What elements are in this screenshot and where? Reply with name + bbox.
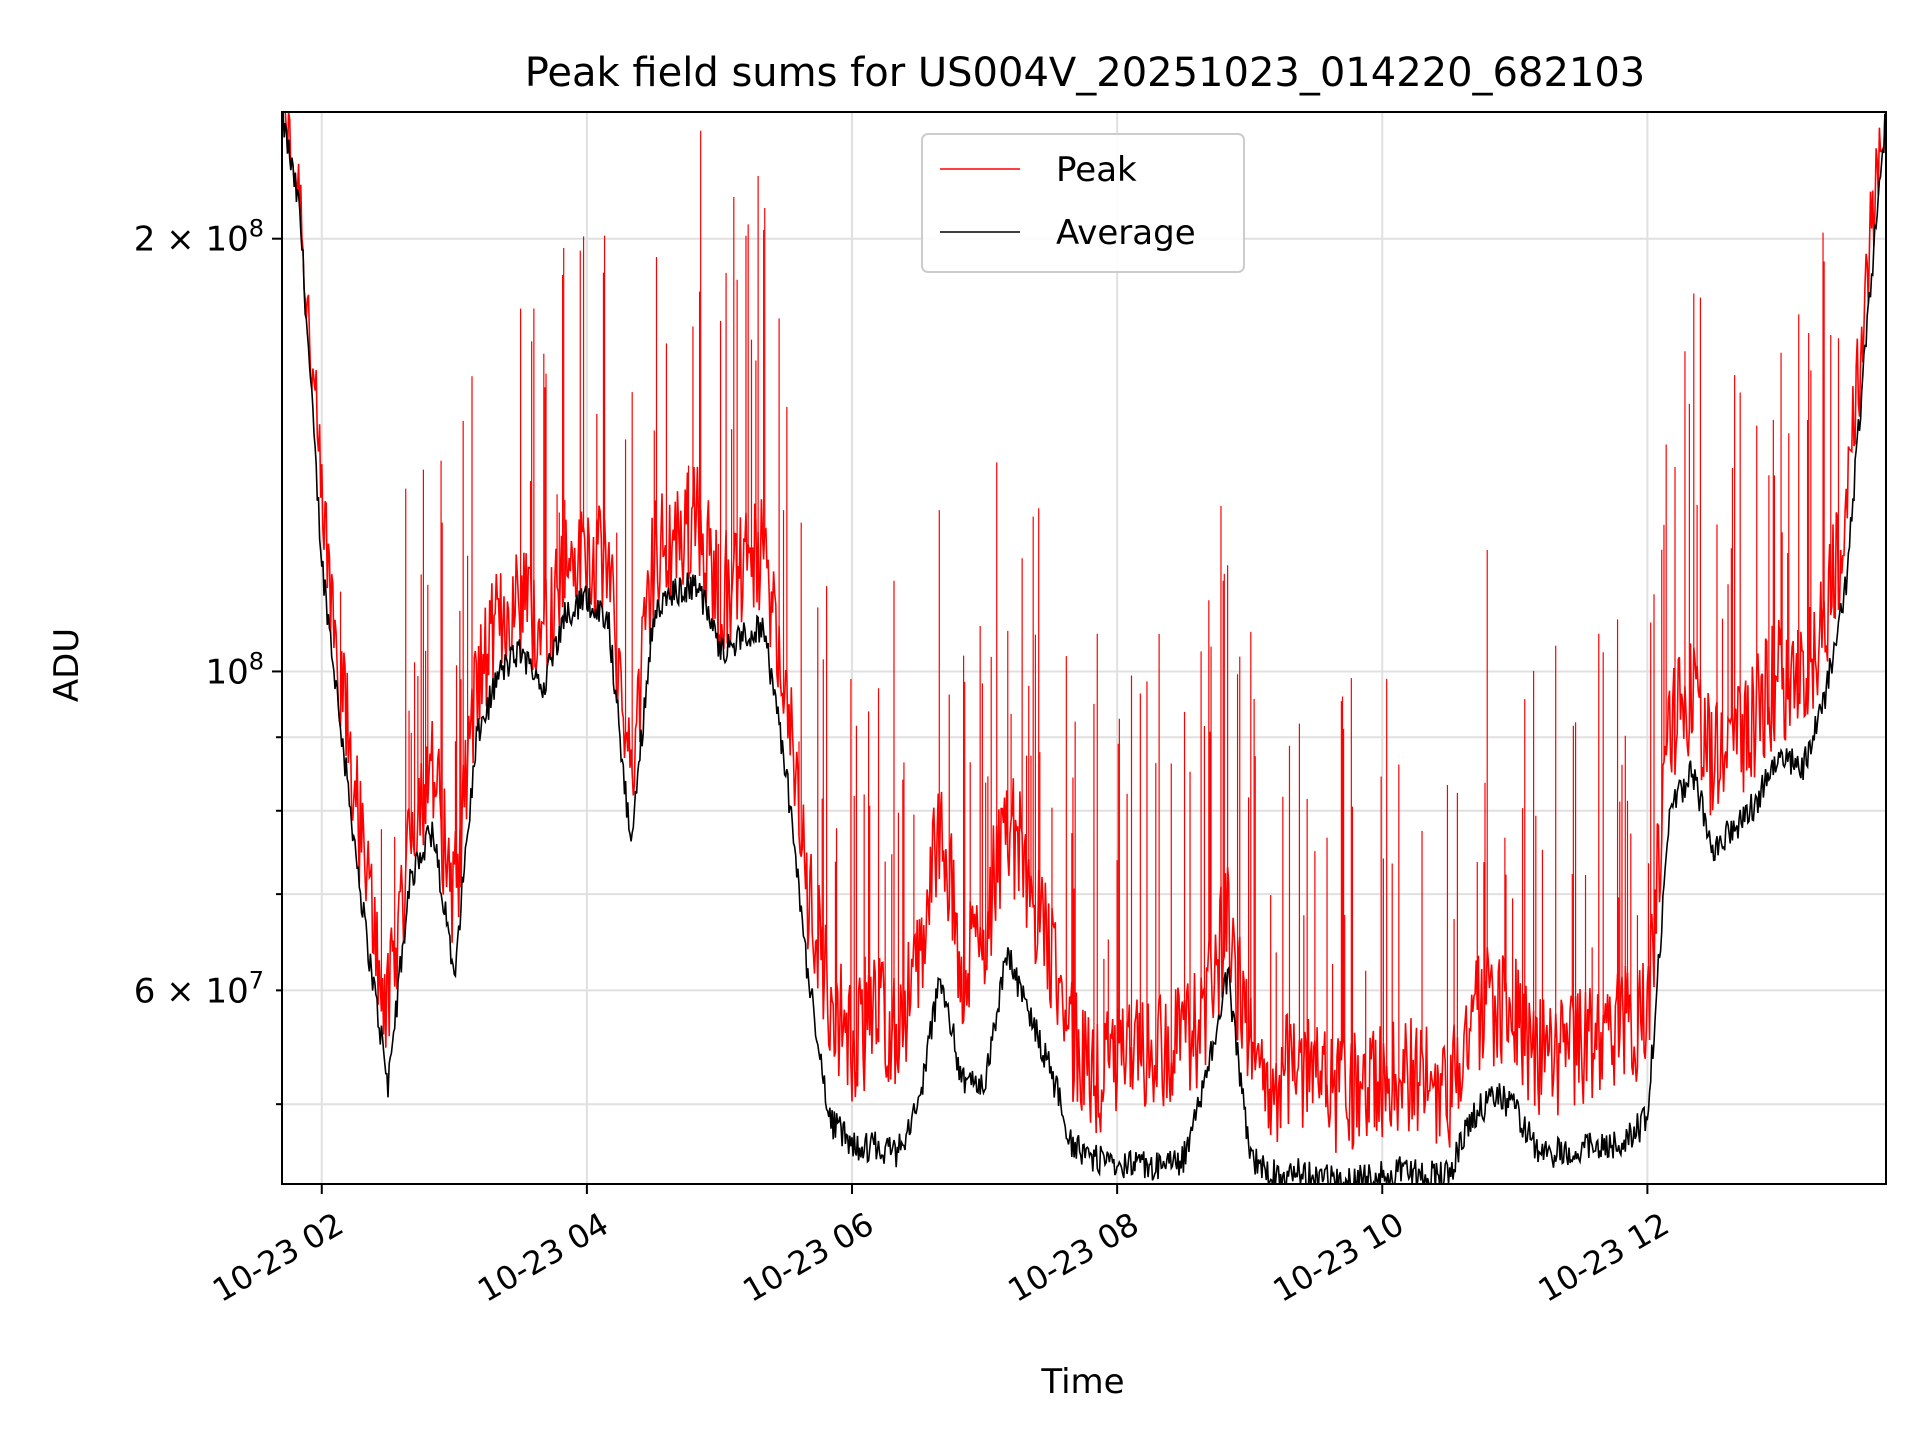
legend-average-label: Average xyxy=(1056,213,1196,253)
legend-peak-label: Peak xyxy=(1056,150,1137,190)
y-tick-mantissa: 6 × xyxy=(134,971,206,1011)
y-tick-exponent: 8 xyxy=(249,215,264,243)
y-tick-exponent: 8 xyxy=(249,647,264,675)
plot-frame xyxy=(281,111,1887,1185)
y-axis-label: ADU xyxy=(47,628,87,702)
peak-spikes xyxy=(339,130,1840,1150)
series-layer xyxy=(282,112,1886,1184)
y-tick-label: 6 × 107 xyxy=(134,966,264,1011)
x-axis-label: Time xyxy=(1040,1362,1124,1402)
y-tick-mantissa: 2 × xyxy=(134,220,206,260)
average-series-line xyxy=(282,112,1886,1184)
legend: Peak Average xyxy=(921,133,1245,273)
y-tick-label: 108 xyxy=(205,647,264,692)
y-tick-base: 10 xyxy=(205,652,248,692)
y-tick-label: 2 × 108 xyxy=(134,215,264,260)
y-tick-exponent: 7 xyxy=(249,966,264,994)
chart-title: Peak field sums for US004V_20251023_0142… xyxy=(525,50,1646,96)
y-tick-base: 10 xyxy=(205,971,248,1011)
y-tick-base: 10 xyxy=(205,220,248,260)
